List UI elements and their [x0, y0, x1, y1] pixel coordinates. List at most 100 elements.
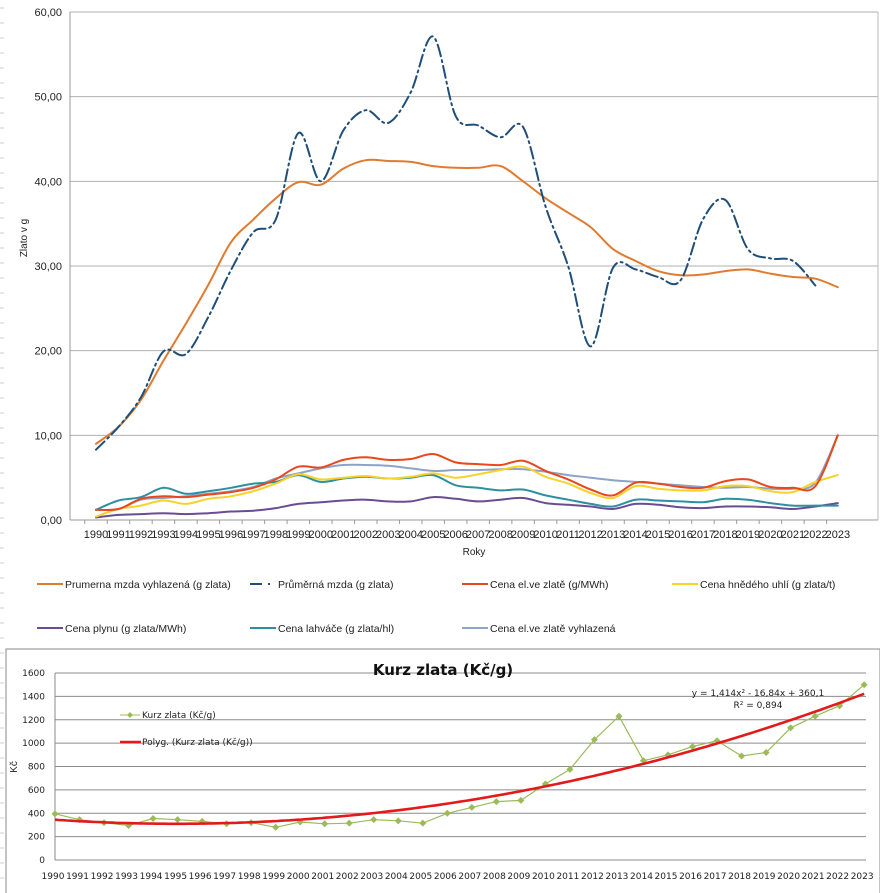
top-series-line-4 — [95, 496, 839, 519]
top-x-tick-label: 2006 — [443, 529, 467, 541]
top-y-tick-label: 50,00 — [34, 92, 62, 104]
top-legend-label: Cena hnědého uhlí (g zlata/t) — [700, 579, 835, 591]
bottom-gridlines — [55, 672, 866, 861]
top-x-tick-label: 2020 — [758, 529, 782, 541]
bottom-y-axis-title: Kč — [9, 761, 20, 773]
top-x-tick-label: 2001 — [331, 529, 355, 541]
bottom-x-tick-label: 1994 — [140, 872, 163, 882]
bottom-x-tick-label: 2012 — [581, 872, 604, 882]
bottom-x-tick-label: 1991 — [66, 872, 89, 882]
top-x-tick-label: 1999 — [286, 529, 310, 541]
kurz-zlata-marker — [590, 736, 598, 744]
kurz-zlata-marker — [51, 810, 59, 818]
kurz-zlata-marker — [738, 752, 746, 760]
top-x-tick-label: 1991 — [106, 529, 130, 541]
top-x-tick-label: 2016 — [668, 529, 692, 541]
bottom-y-tick-label: 1600 — [22, 669, 45, 679]
legend-label-kurz: Kurz zlata (Kč/g) — [142, 710, 216, 721]
bottom-x-tick-label: 2004 — [385, 872, 408, 882]
kurz-zlata-marker — [370, 816, 378, 824]
bottom-x-tick-label: 1993 — [115, 872, 138, 882]
top-series-line-2 — [95, 434, 839, 512]
kurz-zlata-line — [54, 684, 865, 828]
bottom-x-tick-label: 1992 — [91, 872, 114, 882]
bottom-y-tick-label: 0 — [39, 856, 45, 866]
top-y-tick-label: 40,00 — [34, 176, 62, 188]
top-gridlines — [70, 11, 878, 436]
bottom-x-tick-label: 2005 — [409, 872, 432, 882]
top-y-tick-labels: 0,00 10,00 20,00 30,00 40,00 50,00 60,00 — [34, 7, 62, 527]
top-series-line-3 — [95, 465, 839, 518]
bottom-y-tick-label: 800 — [28, 763, 45, 773]
top-x-tick-label: 2014 — [623, 529, 647, 541]
top-legend-label: Cena plynu (g zlata/MWh) — [65, 623, 186, 635]
top-x-tick-label: 2011 — [556, 529, 580, 541]
bottom-x-tick-label: 2009 — [507, 872, 530, 882]
top-y-tick-label: 20,00 — [34, 346, 62, 358]
bottom-x-tick-label: 2011 — [556, 872, 579, 882]
top-x-tick-label: 1998 — [264, 529, 288, 541]
top-y-tick-label: 10,00 — [34, 430, 62, 442]
bottom-chart-title: Kurz zlata (Kč/g) — [373, 661, 513, 679]
trendline-r2: R² = 0,894 — [734, 701, 783, 711]
bottom-y-tick-labels: 0 200 400 600 800 1000 1200 1400 1600 — [22, 669, 45, 866]
bottom-x-tick-label: 2013 — [606, 872, 629, 882]
kurz-zlata-marker — [566, 765, 574, 773]
top-legend-label: Průměrná mzda (g zlata) — [278, 579, 394, 591]
top-series-line-5 — [95, 473, 839, 511]
bottom-x-tick-label: 2019 — [753, 872, 776, 882]
bottom-x-tick-label: 2021 — [802, 872, 825, 882]
bottom-x-tick-label: 2000 — [287, 872, 310, 882]
top-y-tick-label: 0,00 — [41, 515, 62, 527]
bottom-x-tick-label: 1995 — [164, 872, 187, 882]
bottom-x-tick-label: 2006 — [434, 872, 457, 882]
top-x-tick-label: 2000 — [309, 529, 333, 541]
bottom-y-tick-label: 1400 — [22, 692, 45, 702]
top-x-tick-label: 2017 — [691, 529, 715, 541]
top-x-tick-label: 1993 — [151, 529, 175, 541]
kurz-zlata-marker — [615, 712, 623, 720]
kurz-zlata-marker — [468, 803, 476, 811]
legend-diamond-marker — [127, 712, 133, 718]
kurz-zlata-marker — [394, 817, 402, 825]
top-x-tick-label: 2003 — [376, 529, 400, 541]
kurz-zlata-marker — [272, 823, 280, 831]
top-x-tick-label: 1995 — [196, 529, 220, 541]
top-x-tick-label: 2021 — [781, 529, 805, 541]
bottom-x-tick-label: 1997 — [213, 872, 236, 882]
top-x-tick-label: 2015 — [646, 529, 670, 541]
top-x-tick-label: 2009 — [511, 529, 535, 541]
top-x-tick-label: 2005 — [421, 529, 445, 541]
kurz-zlata-marker — [174, 816, 182, 824]
top-x-tick-label: 2019 — [736, 529, 760, 541]
legend-label-trend: Polyg. (Kurz zlata (Kč/g)) — [142, 737, 253, 748]
bottom-x-tick-label: 2020 — [777, 872, 800, 882]
bottom-x-tick-label: 2001 — [311, 872, 334, 882]
bottom-x-tick-label: 2007 — [458, 872, 481, 882]
bottom-y-tick-label: 200 — [28, 833, 45, 843]
kurz-zlata-marker — [787, 724, 795, 732]
bottom-y-tick-label: 1200 — [22, 716, 45, 726]
top-x-tick-label: 2002 — [354, 529, 378, 541]
top-x-tick-label: 2004 — [398, 529, 422, 541]
top-legend: Prumerna mzda vyhlazená (g zlata) Průměrn… — [37, 579, 835, 635]
top-legend-label: Cena lahváče (g zlata/hl) — [278, 623, 394, 635]
top-x-tick-label: 2012 — [578, 529, 602, 541]
top-y-tick-label: 60,00 — [34, 7, 62, 19]
top-x-tick-label: 1997 — [241, 529, 265, 541]
bottom-legend: Kurz zlata (Kč/g) Polyg. (Kurz zlata (Kč… — [120, 710, 253, 748]
kurz-zlata-marker — [419, 819, 427, 827]
kurz-zlata-marker — [762, 748, 770, 756]
top-x-tick-label: 1992 — [129, 529, 153, 541]
bottom-x-tick-label: 2022 — [826, 872, 849, 882]
top-y-axis-title: Zlato v g — [19, 219, 30, 257]
top-series-line-0 — [95, 158, 839, 445]
top-x-tick-label: 1996 — [219, 529, 243, 541]
bottom-chart-frame — [5, 648, 880, 893]
top-x-tick-label: 2013 — [601, 529, 625, 541]
kurz-zlata-marker — [345, 819, 353, 827]
kurz-zlata-marker — [149, 815, 157, 823]
top-series-line-1 — [95, 35, 817, 451]
bottom-x-tick-label: 2010 — [532, 872, 555, 882]
